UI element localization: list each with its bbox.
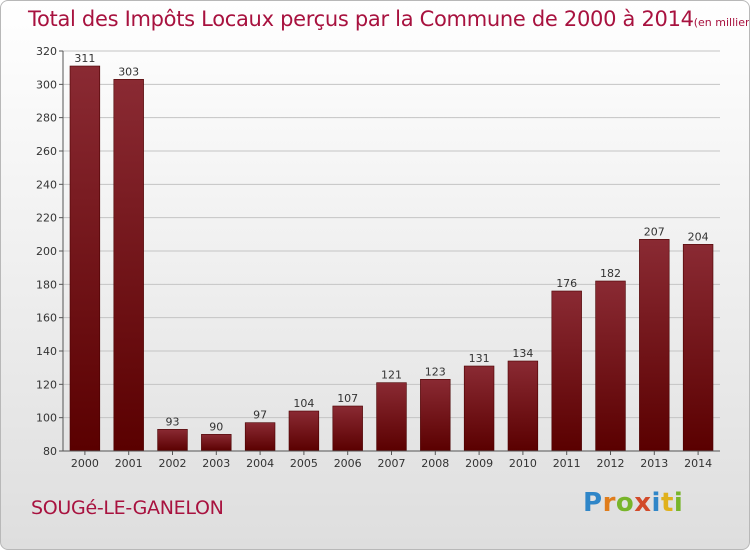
value-label: 131 <box>469 352 490 365</box>
y-tick-label: 320 <box>36 45 57 58</box>
logo-letter-i: i <box>651 488 661 518</box>
bar-2013 <box>639 239 670 452</box>
y-tick-label: 100 <box>36 412 57 425</box>
y-tick-label: 160 <box>36 312 57 325</box>
logo-letter-i2: i <box>673 488 684 518</box>
y-tick-label: 260 <box>36 145 57 158</box>
value-label: 90 <box>209 420 223 433</box>
bar-2014 <box>682 244 714 452</box>
chart-title-row: Total des Impôts Locaux perçus par la Co… <box>28 7 750 31</box>
value-label: 134 <box>512 347 533 360</box>
bar-2009 <box>463 365 495 452</box>
bar-2012 <box>595 280 626 452</box>
value-label: 303 <box>118 65 139 78</box>
logo-letter-t: t <box>660 488 674 518</box>
y-tick-label: 80 <box>43 445 57 458</box>
logo-letter-x: x <box>634 488 652 518</box>
bar-2008 <box>420 379 451 452</box>
logo-letter-r: r <box>602 488 616 518</box>
proxiti-logo: Proxiti <box>583 488 683 518</box>
x-tick-label: 2001 <box>115 457 143 470</box>
bar-2010 <box>507 360 539 452</box>
bar-2007 <box>376 382 407 452</box>
bar-2000 <box>69 65 101 452</box>
value-label: 97 <box>253 409 267 422</box>
x-tick-label: 2003 <box>202 457 230 470</box>
x-tick-label: 2002 <box>159 457 187 470</box>
x-tick-label: 2006 <box>334 457 362 470</box>
value-label: 176 <box>556 277 577 290</box>
x-tick-label: 2013 <box>640 457 668 470</box>
x-tick-label: 2005 <box>290 457 318 470</box>
commune-name: SOUGé-LE-GANELON <box>31 497 224 519</box>
value-label: 104 <box>293 397 314 410</box>
bar-2011 <box>551 290 582 452</box>
y-tick-label: 240 <box>36 178 57 191</box>
bar-2003 <box>201 434 232 452</box>
value-label: 107 <box>337 392 358 405</box>
y-tick-label: 180 <box>36 278 57 291</box>
x-tick-label: 2000 <box>71 457 99 470</box>
value-label: 182 <box>600 267 621 280</box>
bar-2006 <box>332 405 363 452</box>
logo-letter-p: P <box>583 488 603 518</box>
y-tick-label: 140 <box>36 345 57 358</box>
y-tick-label: 280 <box>36 112 57 125</box>
chart-title: Total des Impôts Locaux perçus par la Co… <box>28 7 694 31</box>
x-tick-label: 2014 <box>684 457 712 470</box>
x-tick-label: 2004 <box>246 457 274 470</box>
logo-letter-o: o <box>615 488 635 518</box>
x-tick-label: 2012 <box>597 457 625 470</box>
value-label: 93 <box>166 415 180 428</box>
bar-2005 <box>288 410 320 452</box>
x-tick-label: 2010 <box>509 457 537 470</box>
bar-2004 <box>244 422 276 452</box>
value-label: 204 <box>688 230 709 243</box>
bar-2001 <box>113 79 144 452</box>
y-tick-label: 200 <box>36 245 57 258</box>
y-tick-label: 220 <box>36 212 57 225</box>
x-tick-label: 2009 <box>465 457 493 470</box>
value-label: 311 <box>74 52 95 65</box>
y-tick-label: 120 <box>36 378 57 391</box>
x-tick-label: 2008 <box>421 457 449 470</box>
value-label: 121 <box>381 369 402 382</box>
value-label: 123 <box>425 365 446 378</box>
y-tick-label: 300 <box>36 78 57 91</box>
x-tick-label: 2011 <box>553 457 581 470</box>
unit-note: (en milliers d'€) <box>693 16 750 29</box>
x-tick-label: 2007 <box>378 457 406 470</box>
bar-2002 <box>157 429 188 452</box>
value-label: 207 <box>644 225 665 238</box>
